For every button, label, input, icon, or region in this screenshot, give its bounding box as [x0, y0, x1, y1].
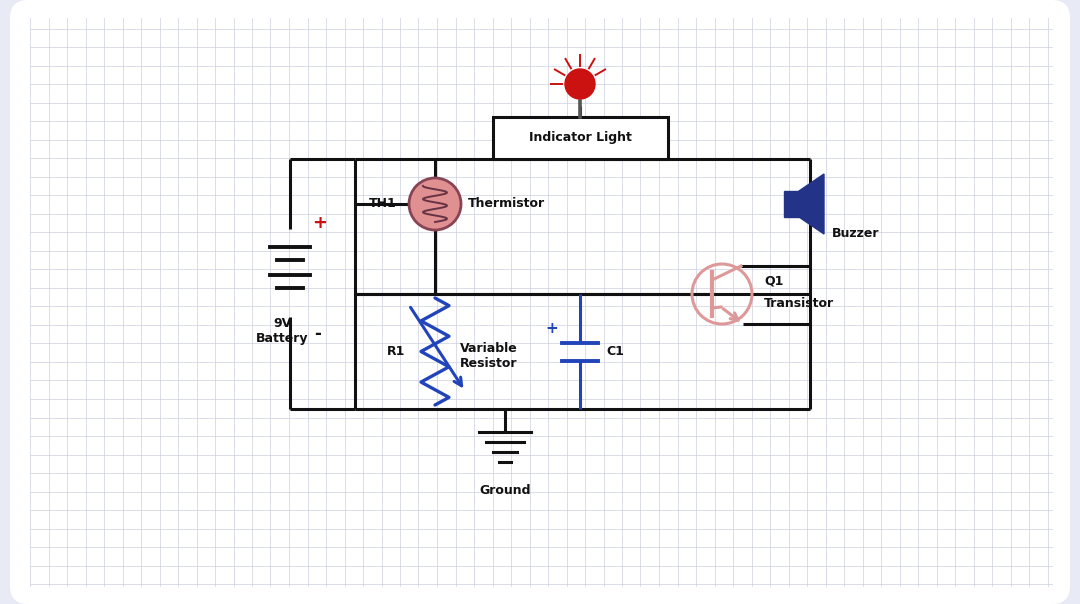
Text: Indicator Light: Indicator Light	[528, 132, 632, 144]
Text: +: +	[312, 214, 327, 232]
Polygon shape	[784, 191, 799, 217]
Circle shape	[409, 178, 461, 230]
Text: Variable
Resistor: Variable Resistor	[460, 342, 517, 370]
Text: Q1: Q1	[764, 274, 783, 288]
Circle shape	[565, 69, 595, 99]
Text: R1: R1	[387, 345, 405, 358]
Text: C1: C1	[606, 345, 624, 358]
Text: Thermistor: Thermistor	[468, 198, 545, 211]
FancyBboxPatch shape	[10, 0, 1070, 604]
FancyBboxPatch shape	[492, 117, 667, 159]
Text: Buzzer: Buzzer	[832, 228, 879, 240]
Text: -: -	[314, 325, 322, 343]
Text: TH1: TH1	[369, 198, 397, 211]
Text: Ground: Ground	[480, 484, 530, 497]
Polygon shape	[799, 174, 824, 234]
Text: Transistor: Transistor	[764, 298, 834, 310]
Text: 9V
Battery: 9V Battery	[256, 317, 308, 345]
Text: +: +	[545, 321, 558, 336]
